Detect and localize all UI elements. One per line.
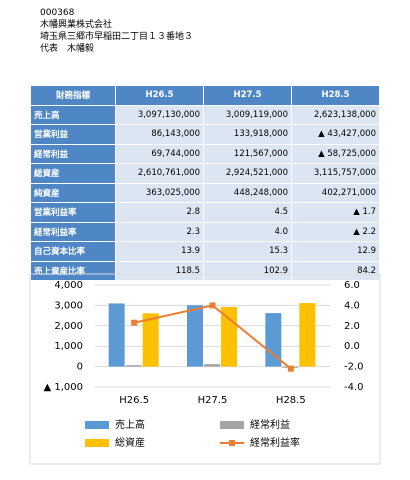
line-marker bbox=[287, 365, 294, 372]
header-cell: H26.5 bbox=[115, 85, 204, 106]
y2-tick-label: 6.0 bbox=[344, 280, 360, 291]
legend-label: 総資産 bbox=[115, 436, 145, 449]
value-cell: ▲ 43,427,000 bbox=[291, 124, 380, 145]
bar bbox=[299, 303, 316, 367]
x-tick-label: H28.5 bbox=[276, 395, 306, 406]
value-cell: 3,115,757,000 bbox=[291, 163, 380, 184]
table-row: 営業利益 86,143,000 133,918,000 ▲ 43,427,000 bbox=[30, 124, 380, 145]
y-tick-label: 0 bbox=[77, 362, 83, 373]
financial-table: 財務指標 H26.5 H27.5 H28.5 売上高 3,097,130,000 3,009… bbox=[30, 85, 380, 281]
label-cell: 純資産 bbox=[30, 182, 116, 203]
y2-tick-label: 2.0 bbox=[344, 321, 360, 332]
bar bbox=[221, 306, 237, 367]
value-cell: ▲ 2.2 bbox=[291, 221, 380, 242]
value-cell: 448,248,000 bbox=[203, 182, 292, 203]
legend-swatch bbox=[229, 440, 235, 446]
value-cell: 2.8 bbox=[115, 202, 204, 223]
value-cell: 133,918,000 bbox=[203, 124, 292, 145]
value-cell: 402,271,000 bbox=[291, 182, 380, 203]
bar bbox=[108, 303, 125, 367]
value-cell: 2,924,521,000 bbox=[203, 163, 292, 184]
value-cell: 3,009,119,000 bbox=[203, 104, 292, 125]
y2-tick-label: 0.0 bbox=[344, 341, 360, 352]
legend-swatch bbox=[85, 421, 109, 429]
value-cell: 121,567,000 bbox=[203, 143, 292, 164]
table-row: 経常利益 69,744,000 121,567,000 ▲ 58,725,000 bbox=[30, 143, 380, 164]
representative: 代表 木幡毅 bbox=[40, 44, 95, 54]
table-row: 自己資本比率 13.9 15.3 12.9 bbox=[30, 241, 380, 262]
value-cell: ▲ 58,725,000 bbox=[291, 143, 380, 164]
value-cell: 118.5 bbox=[115, 260, 204, 281]
y-tick-label: ▲ 1,000 bbox=[44, 382, 84, 393]
bar bbox=[142, 313, 159, 367]
label-cell: 売上高 bbox=[30, 104, 116, 125]
legend-swatch bbox=[85, 439, 109, 447]
chart-frame bbox=[29, 273, 381, 465]
x-tick-label: H27.5 bbox=[198, 395, 228, 406]
legend-swatch bbox=[220, 421, 244, 429]
value-cell: 15.3 bbox=[203, 241, 292, 262]
y2-tick-label: -2.0 bbox=[344, 362, 364, 373]
bar bbox=[187, 305, 203, 367]
label-cell: 営業利益 bbox=[30, 124, 116, 145]
line-marker bbox=[209, 302, 216, 309]
y-tick-label: 4,000 bbox=[54, 280, 83, 291]
y-tick-label: 2,000 bbox=[54, 321, 83, 332]
bar bbox=[125, 365, 142, 367]
header-cell: 財務指標 bbox=[30, 85, 116, 106]
value-cell: 13.9 bbox=[115, 241, 204, 262]
label-cell: 自己資本比率 bbox=[30, 241, 116, 262]
value-cell: 102.9 bbox=[203, 260, 292, 281]
value-cell: 84.2 bbox=[291, 260, 380, 281]
legend-label: 経常利益率 bbox=[250, 436, 300, 449]
company-code: 000368 bbox=[40, 8, 75, 18]
legend-label: 売上高 bbox=[115, 418, 145, 431]
table-row: 純資産 363,025,000 448,248,000 402,271,000 bbox=[30, 182, 380, 203]
company-name: 木幡興業株式会社 bbox=[40, 20, 113, 30]
bar bbox=[204, 364, 220, 367]
address: 埼玉県三郷市早稲田二丁目１３番地３ bbox=[40, 32, 194, 42]
value-cell: 86,143,000 bbox=[115, 124, 204, 145]
header-cell: H28.5 bbox=[291, 85, 380, 106]
y2-tick-label: -4.0 bbox=[344, 382, 364, 393]
value-cell: 12.9 bbox=[291, 241, 380, 262]
label-cell: 売上資産比率 bbox=[30, 260, 116, 281]
table-row: 総資産 2,610,761,000 2,924,521,000 3,115,757,0… bbox=[30, 163, 380, 184]
legend-label: 経常利益 bbox=[250, 418, 290, 431]
bar bbox=[265, 313, 282, 367]
y-tick-label: 3,000 bbox=[54, 300, 83, 311]
table-row: 経常利益率 2.3 4.0 ▲ 2.2 bbox=[30, 221, 380, 242]
value-cell: ▲ 1.7 bbox=[291, 202, 380, 223]
x-tick-label: H26.5 bbox=[119, 395, 149, 406]
table-row: 売上資産比率 118.5 102.9 84.2 bbox=[30, 260, 380, 281]
y-tick-label: 1,000 bbox=[54, 341, 83, 352]
y2-tick-label: 4.0 bbox=[344, 300, 360, 311]
line-marker bbox=[131, 319, 138, 326]
